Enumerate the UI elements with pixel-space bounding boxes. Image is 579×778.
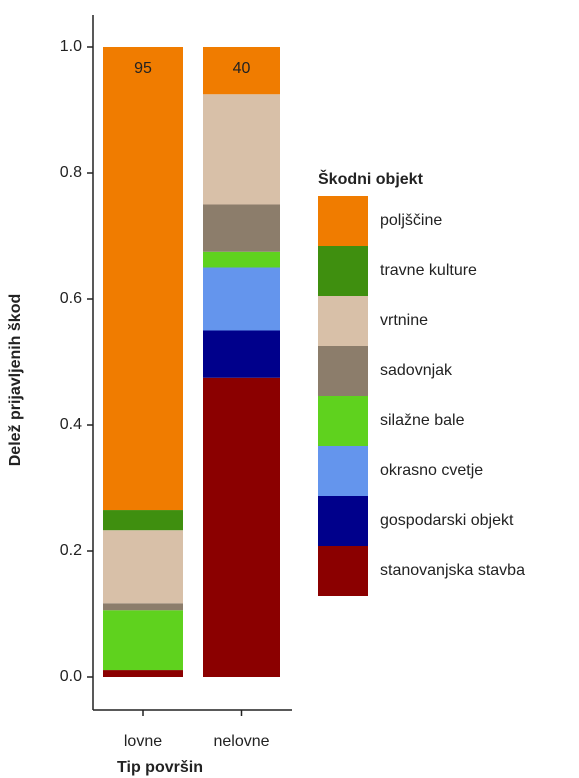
bar-segment — [203, 47, 280, 95]
total-label: 40 — [233, 60, 251, 77]
legend-swatch — [318, 546, 368, 596]
legend-swatch — [318, 396, 368, 446]
bar-segment — [203, 204, 280, 252]
x-tick-label: nelovne — [213, 733, 269, 750]
legend-label: silažne bale — [380, 412, 465, 429]
x-axis-title: Tip površin — [117, 759, 203, 776]
y-tick-label: 0.6 — [60, 290, 82, 307]
y-tick-label: 0.0 — [60, 668, 82, 685]
y-tick-label: 0.4 — [60, 416, 82, 433]
bar-segment — [203, 94, 280, 205]
legend-swatch — [318, 196, 368, 246]
bar-segment — [203, 377, 280, 677]
bar-segment — [103, 670, 183, 677]
legend-label: stanovanjska stavba — [380, 562, 525, 579]
total-label: 95 — [134, 60, 152, 77]
legend-label: vrtnine — [380, 312, 428, 329]
y-tick-label: 0.2 — [60, 542, 82, 559]
legend-label: sadovnjak — [380, 362, 453, 379]
legend-label: travne kulture — [380, 262, 477, 279]
y-axis-title: Delež prijavljenih škod — [7, 294, 24, 467]
bar-segment — [103, 530, 183, 604]
legend-title: Škodni objekt — [318, 169, 424, 188]
bar-segment — [203, 251, 280, 268]
y-tick-label: 1.0 — [60, 38, 82, 55]
bar-segment — [103, 603, 183, 611]
bar-segment — [203, 267, 280, 331]
legend-label: gospodarski objekt — [380, 512, 514, 529]
x-tick-label: lovne — [124, 733, 162, 750]
legend-swatch — [318, 346, 368, 396]
legend-label: okrasno cvetje — [380, 462, 483, 479]
bar-segment — [103, 47, 183, 511]
legend-swatch — [318, 496, 368, 546]
bar-segment — [103, 610, 183, 671]
legend-swatch — [318, 246, 368, 296]
legend-swatch — [318, 296, 368, 346]
y-tick-label: 0.8 — [60, 164, 82, 181]
legend-swatch — [318, 446, 368, 496]
bar-segment — [203, 330, 280, 378]
bar-segment — [103, 510, 183, 531]
legend-label: poljščine — [380, 212, 442, 229]
